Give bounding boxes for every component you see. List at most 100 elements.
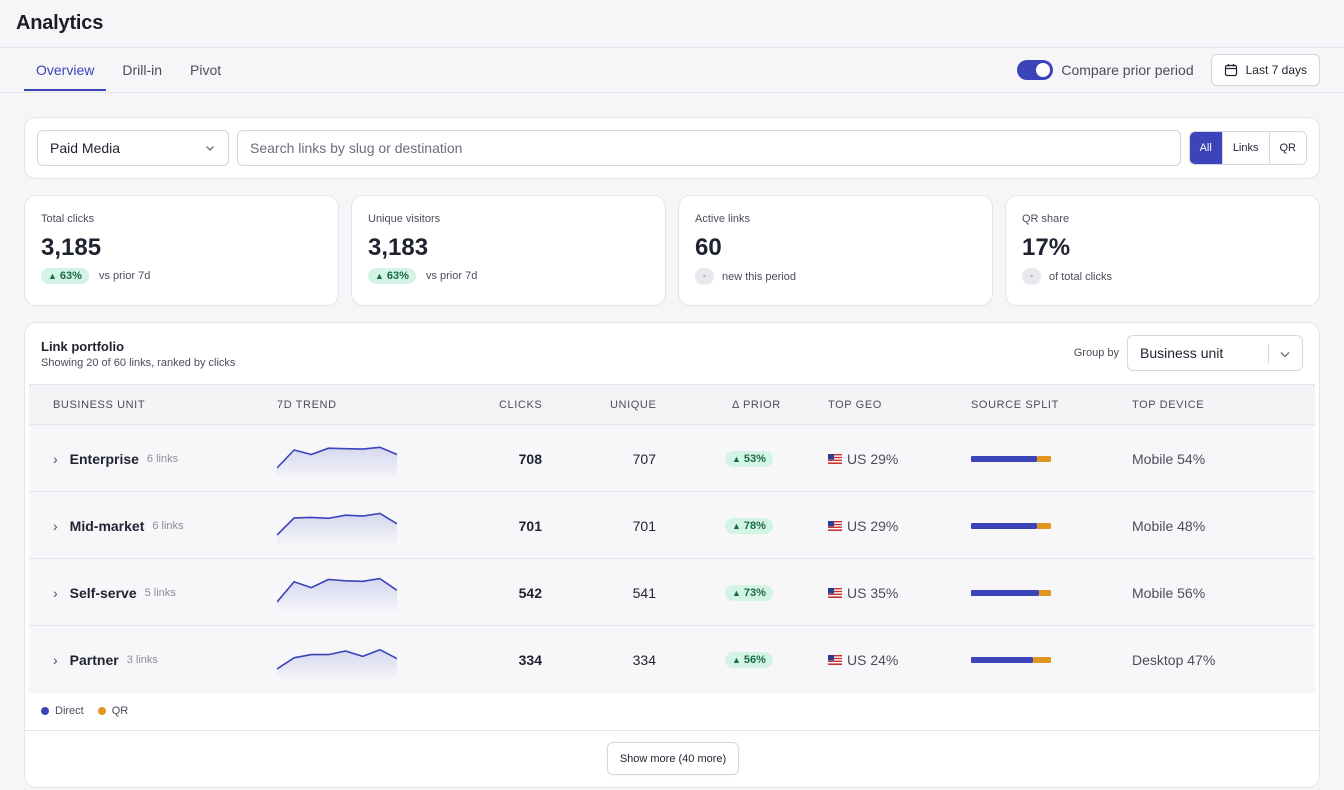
unique-value: 541 bbox=[632, 584, 656, 601]
channel-select-value: Paid Media bbox=[50, 140, 121, 156]
clicks-value: 542 bbox=[518, 584, 542, 601]
col-unique[interactable]: UNIQUE bbox=[610, 399, 657, 411]
up-arrow-icon: ▲ bbox=[732, 654, 741, 665]
trend-sparkline bbox=[277, 445, 397, 477]
stat-note: new this period bbox=[722, 270, 796, 283]
delta-badge: ▲ 53% bbox=[725, 450, 773, 467]
us-flag-icon bbox=[828, 654, 842, 665]
source-legend: Direct QR bbox=[41, 705, 142, 717]
top-geo: US 24% bbox=[847, 651, 899, 668]
trend-sparkline bbox=[277, 512, 397, 544]
qr-segment bbox=[1039, 589, 1051, 596]
qr-segment bbox=[1037, 455, 1051, 462]
direct-segment bbox=[971, 522, 1037, 529]
table-row[interactable]: › Partner 3 links 334 334 ▲ 56% US 24% Desktop 4… bbox=[29, 626, 1315, 693]
trend-value: 63% bbox=[386, 270, 409, 282]
col-trend: 7D TREND bbox=[277, 399, 337, 411]
table-row[interactable]: › Self-serve 5 links 542 541 ▲ 73% US 35% Mobile… bbox=[29, 559, 1315, 626]
col-delta-prior[interactable]: Δ PRIOR bbox=[732, 399, 781, 411]
top-device: Mobile 54% bbox=[1132, 450, 1206, 467]
legend-item-qr: QR bbox=[97, 705, 129, 717]
top-device: Mobile 56% bbox=[1132, 584, 1206, 601]
segment-links[interactable]: Links bbox=[1221, 132, 1269, 164]
trend-badge: ▲ 63% bbox=[41, 268, 89, 284]
col-source-split: SOURCE SPLIT bbox=[971, 399, 1059, 411]
stat-label: Unique visitors bbox=[368, 213, 441, 225]
table-row[interactable]: › Enterprise 6 links 708 707 ▲ 53% US 29% Mobile… bbox=[29, 425, 1315, 492]
delta-value: 53% bbox=[743, 452, 766, 465]
stat-note: vs prior 7d bbox=[98, 270, 151, 282]
top-geo: US 29% bbox=[847, 517, 899, 534]
tab-drill-in[interactable]: Drill-in bbox=[122, 62, 163, 78]
direct-segment bbox=[971, 589, 1039, 596]
up-arrow-icon: ▲ bbox=[732, 587, 741, 598]
filter-bar: Paid Media All Links QR bbox=[24, 117, 1320, 179]
link-count: 6 links bbox=[152, 519, 184, 532]
business-unit-name: Enterprise bbox=[69, 450, 139, 467]
stat-card-qr-share: QR share 17% - of total clicks bbox=[1005, 195, 1320, 306]
chevron-down-icon bbox=[206, 146, 214, 151]
top-device: Mobile 48% bbox=[1132, 517, 1206, 534]
col-clicks[interactable]: CLICKS bbox=[499, 399, 543, 411]
segment-qr[interactable]: QR bbox=[1268, 132, 1306, 164]
legend-label: QR bbox=[111, 705, 129, 717]
up-arrow-icon: ▲ bbox=[732, 453, 741, 464]
trend-value: 63% bbox=[59, 270, 82, 282]
tab-overview[interactable]: Overview bbox=[24, 48, 107, 91]
business-unit-name: Mid-market bbox=[69, 517, 145, 534]
portfolio-header: Link portfolio Showing 20 of 60 links, r… bbox=[25, 323, 1319, 384]
legend-label: Direct bbox=[55, 705, 84, 717]
source-split-bar bbox=[971, 589, 1051, 596]
table-row[interactable]: › Mid-market 6 links 701 701 ▲ 78% US 29% Mobile… bbox=[29, 492, 1315, 559]
source-split-bar bbox=[971, 656, 1051, 663]
app-header: Analytics bbox=[0, 0, 1344, 48]
stat-note: vs prior 7d bbox=[425, 270, 478, 282]
top-geo: US 35% bbox=[847, 584, 899, 601]
tab-pivot[interactable]: Pivot bbox=[190, 62, 222, 78]
legend-dot bbox=[97, 707, 106, 715]
group-by-select[interactable]: Business unit bbox=[1127, 335, 1303, 371]
segment-all[interactable]: All bbox=[1189, 132, 1222, 164]
portfolio-table: BUSINESS UNIT 7D TREND CLICKS UNIQUE Δ P… bbox=[29, 384, 1315, 693]
trend-sparkline bbox=[277, 648, 397, 678]
link-count: 6 links bbox=[146, 452, 179, 465]
portfolio-subtitle: Showing 20 of 60 links, ranked by clicks bbox=[41, 357, 236, 369]
sparkline-area bbox=[277, 649, 397, 678]
business-unit-name: Partner bbox=[69, 651, 119, 668]
expand-chevron-icon[interactable]: › bbox=[53, 450, 58, 467]
neutral-badge: - bbox=[1022, 268, 1041, 285]
search-input[interactable] bbox=[237, 130, 1181, 166]
expand-chevron-icon[interactable]: › bbox=[53, 651, 58, 668]
compare-toggle[interactable] bbox=[1017, 60, 1054, 80]
neutral-badge: - bbox=[695, 268, 714, 285]
stat-label: Total clicks bbox=[41, 213, 95, 225]
unique-value: 707 bbox=[632, 450, 656, 467]
trend-badge: ▲ 63% bbox=[368, 268, 416, 284]
top-geo: US 29% bbox=[847, 450, 899, 467]
col-top-geo: TOP GEO bbox=[828, 399, 882, 411]
delta-badge: ▲ 73% bbox=[725, 584, 773, 601]
select-divider bbox=[1268, 344, 1269, 363]
group-by-value: Business unit bbox=[1140, 345, 1224, 361]
show-more-button[interactable]: Show more (40 more) bbox=[606, 742, 740, 775]
source-split-bar bbox=[971, 522, 1051, 529]
sparkline-line bbox=[277, 577, 397, 603]
expand-chevron-icon[interactable]: › bbox=[53, 584, 58, 601]
tab-bar: Overview Drill-in Pivot Compare prior pe… bbox=[0, 48, 1344, 93]
stat-cards: Total clicks 3,185 ▲ 63% vs prior 7d Uniq… bbox=[24, 195, 1320, 306]
date-range-button[interactable]: Last 7 days bbox=[1210, 54, 1320, 86]
col-business-unit[interactable]: BUSINESS UNIT bbox=[53, 399, 146, 411]
stat-card-active-links: Active links 60 - new this period bbox=[678, 195, 993, 306]
portfolio-title: Link portfolio bbox=[41, 339, 125, 354]
clicks-value: 334 bbox=[518, 651, 542, 668]
sparkline-line bbox=[277, 512, 397, 536]
expand-chevron-icon[interactable]: › bbox=[53, 517, 58, 534]
delta-badge: ▲ 56% bbox=[725, 651, 773, 668]
link-portfolio-card: Link portfolio Showing 20 of 60 links, r… bbox=[24, 322, 1320, 788]
qr-segment bbox=[1033, 656, 1051, 663]
sparkline-line bbox=[277, 648, 397, 670]
sparkline-area bbox=[277, 446, 397, 477]
business-unit-name: Self-serve bbox=[69, 584, 137, 601]
channel-select[interactable]: Paid Media bbox=[37, 130, 229, 166]
link-count: 5 links bbox=[144, 586, 176, 599]
